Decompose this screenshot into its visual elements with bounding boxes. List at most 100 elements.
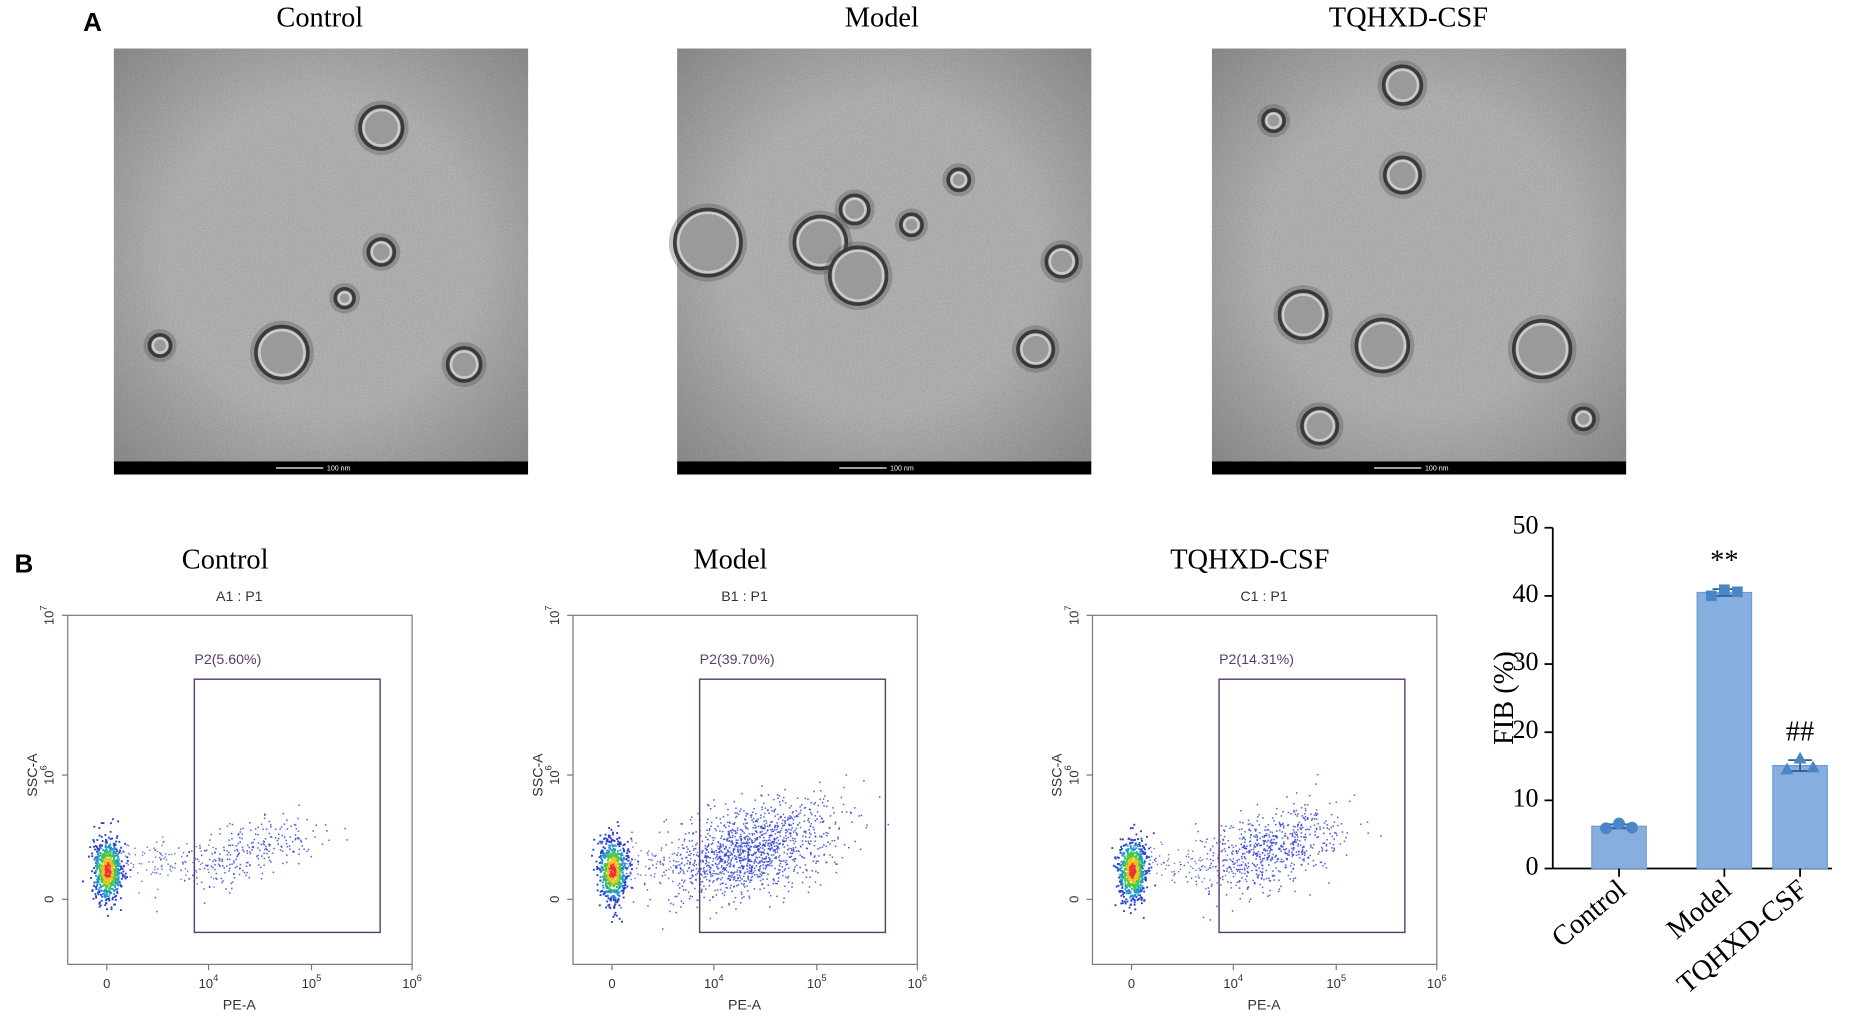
event-dot bbox=[751, 875, 754, 878]
event-dot bbox=[1262, 849, 1265, 851]
event-dot bbox=[114, 903, 116, 906]
event-dot bbox=[1114, 857, 1117, 860]
event-dot bbox=[109, 846, 112, 849]
event-dot bbox=[654, 855, 656, 858]
event-dot bbox=[733, 901, 735, 903]
event-dot bbox=[116, 864, 119, 867]
event-dot bbox=[709, 857, 712, 859]
event-dot bbox=[673, 864, 675, 867]
event-dot bbox=[1121, 870, 1124, 872]
event-dot bbox=[791, 817, 793, 820]
event-dot bbox=[737, 884, 740, 886]
event-dot bbox=[599, 834, 602, 837]
event-dot bbox=[662, 864, 665, 866]
event-dot bbox=[739, 838, 742, 840]
event-dot bbox=[648, 850, 650, 852]
event-dot bbox=[91, 852, 93, 855]
event-dot bbox=[1131, 866, 1133, 868]
event-dot bbox=[114, 855, 117, 858]
tick-base: 10 bbox=[199, 976, 213, 991]
event-dot bbox=[596, 865, 598, 868]
event-dot bbox=[109, 860, 112, 863]
event-dot bbox=[611, 884, 614, 887]
event-dot bbox=[1286, 852, 1289, 855]
event-dot bbox=[208, 858, 211, 861]
y-tick-label: 20 bbox=[1513, 715, 1539, 744]
event-dot bbox=[174, 853, 176, 855]
event-dot bbox=[749, 858, 751, 861]
event-dot bbox=[799, 826, 802, 829]
event-dot bbox=[734, 835, 736, 838]
event-dot bbox=[1308, 828, 1311, 831]
event-dot bbox=[755, 861, 758, 863]
event-dot bbox=[718, 856, 721, 859]
event-dot bbox=[607, 834, 610, 837]
event-dot bbox=[748, 870, 751, 872]
event-dot bbox=[1124, 902, 1127, 905]
event-dot bbox=[616, 865, 619, 868]
event-dot bbox=[746, 828, 749, 830]
event-dot bbox=[731, 857, 734, 859]
event-dot bbox=[1285, 852, 1287, 855]
event-dot bbox=[114, 884, 117, 887]
event-dot bbox=[137, 872, 139, 874]
event-dot bbox=[92, 897, 95, 900]
event-dot bbox=[609, 844, 612, 847]
event-dot bbox=[1127, 860, 1130, 862]
event-dot bbox=[1219, 850, 1221, 853]
event-dot bbox=[181, 861, 184, 863]
event-dot bbox=[706, 860, 708, 863]
event-dot bbox=[805, 876, 808, 878]
event-dot bbox=[1293, 863, 1295, 866]
event-dot bbox=[1286, 836, 1289, 839]
event-dot bbox=[670, 902, 672, 905]
event-dot bbox=[768, 825, 771, 827]
event-dot bbox=[732, 834, 734, 837]
event-dot bbox=[1123, 910, 1126, 913]
event-dot bbox=[257, 847, 259, 849]
event-dot bbox=[242, 827, 244, 830]
event-dot bbox=[1315, 814, 1317, 816]
x-tick-label: TQHXD-CSF bbox=[1672, 874, 1814, 1000]
event-dot bbox=[1158, 855, 1161, 857]
event-dot bbox=[112, 842, 115, 845]
event-dot bbox=[629, 871, 632, 873]
event-dot bbox=[1254, 836, 1257, 838]
event-dot bbox=[1133, 881, 1136, 884]
event-dot bbox=[613, 840, 616, 842]
event-dot bbox=[210, 876, 213, 878]
event-dot bbox=[660, 849, 662, 852]
event-dot bbox=[1236, 859, 1238, 862]
event-dot bbox=[1232, 858, 1235, 860]
event-dot bbox=[99, 851, 102, 854]
event-dot bbox=[1119, 867, 1122, 870]
event-dot bbox=[683, 838, 686, 841]
event-dot bbox=[192, 874, 194, 877]
tick-exponent: 5 bbox=[316, 973, 321, 984]
tick-label: 105 bbox=[1326, 973, 1346, 991]
event-dot bbox=[1286, 858, 1288, 861]
event-dot bbox=[1121, 890, 1124, 893]
event-dot bbox=[728, 840, 730, 843]
event-dot bbox=[729, 887, 732, 889]
event-dot bbox=[1210, 862, 1212, 865]
event-dot bbox=[728, 825, 730, 827]
event-dot bbox=[1267, 824, 1270, 826]
event-dot bbox=[1112, 864, 1115, 867]
event-dot bbox=[231, 837, 233, 840]
event-dot bbox=[618, 845, 621, 848]
event-dot bbox=[747, 848, 749, 851]
event-dot bbox=[790, 855, 793, 858]
event-dot bbox=[1309, 833, 1311, 836]
event-dot bbox=[1137, 863, 1140, 866]
event-dot bbox=[731, 836, 734, 839]
event-dot bbox=[613, 885, 616, 888]
event-dot bbox=[823, 854, 825, 856]
event-dot bbox=[614, 900, 617, 903]
event-dot bbox=[102, 868, 105, 870]
event-dot bbox=[634, 877, 636, 880]
event-dot bbox=[610, 877, 613, 880]
event-dot bbox=[1127, 863, 1130, 866]
event-dot bbox=[1314, 812, 1317, 814]
event-dot bbox=[116, 883, 119, 886]
